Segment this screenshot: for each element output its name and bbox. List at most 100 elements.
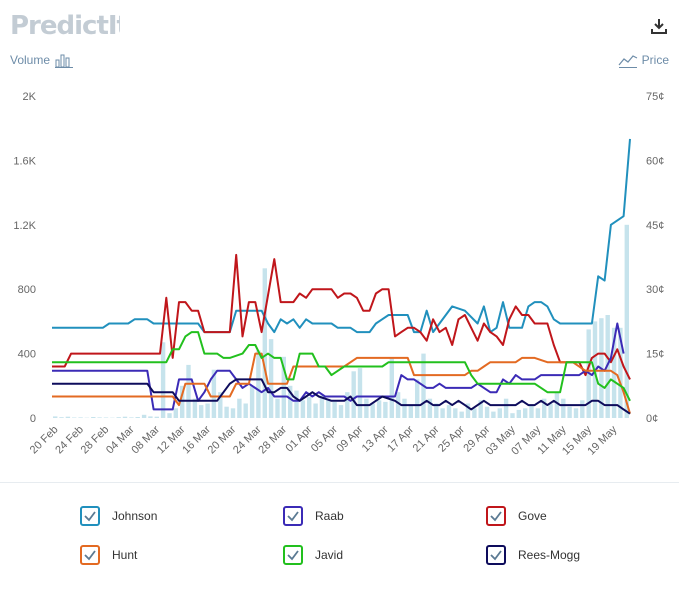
date-tick: 25 Apr — [436, 423, 467, 454]
volume-bar — [103, 417, 109, 418]
volume-bar — [535, 408, 541, 418]
volume-tick: 1.6K — [13, 155, 36, 167]
volume-bar — [402, 398, 407, 418]
price-tick: 15¢ — [646, 349, 664, 361]
price-tick: 60¢ — [646, 155, 664, 167]
legend-item-johnson[interactable]: Johnson — [80, 506, 157, 526]
volume-bar — [167, 413, 172, 418]
volume-tick: 1.2K — [13, 220, 36, 232]
volume-bar — [345, 392, 350, 418]
volume-tick: 2K — [23, 91, 37, 103]
date-tick: 21 Apr — [411, 423, 442, 454]
volume-bar — [192, 398, 198, 418]
volume-bar — [548, 403, 553, 418]
volume-bar — [440, 408, 445, 418]
volume-bar — [357, 368, 363, 418]
volume-bar — [491, 411, 496, 418]
volume-bar — [218, 392, 223, 418]
volume-bar — [503, 398, 509, 418]
volume-bar — [389, 358, 394, 418]
volume-bar — [554, 392, 560, 418]
volume-bar — [160, 342, 166, 418]
legend-label-gove: Gove — [518, 509, 547, 523]
legend-label-javid: Javid — [315, 548, 344, 562]
check-icon — [84, 511, 96, 522]
volume-bar — [478, 400, 483, 418]
volume-bar — [618, 327, 623, 418]
legend-item-rees-mogg[interactable]: Rees-Mogg — [486, 545, 580, 565]
date-tick: 01 Apr — [284, 423, 315, 454]
volume-bar — [351, 371, 356, 418]
predictit-logo: PredictIt — [10, 11, 120, 41]
volume-bar — [224, 406, 229, 418]
date-tick: 05 Apr — [309, 423, 340, 454]
volume-bar — [294, 390, 299, 418]
volume-bar — [307, 397, 312, 418]
volume-bar — [211, 369, 217, 418]
volume-bar — [186, 364, 191, 418]
price-tick: 45¢ — [646, 220, 664, 232]
volume-bar — [364, 398, 369, 418]
volume-bar — [453, 408, 458, 418]
volume-bar — [53, 416, 58, 418]
legend-checkbox-gove[interactable] — [486, 506, 506, 526]
volume-label: Volume — [10, 53, 51, 67]
volume-bar — [446, 405, 452, 418]
legend-item-raab[interactable]: Raab — [283, 506, 344, 526]
download-icon[interactable] — [649, 16, 669, 36]
legend-label-hunt: Hunt — [112, 548, 138, 562]
volume-bar — [573, 408, 579, 418]
volume-bar — [319, 395, 325, 418]
volume-bar — [154, 416, 159, 418]
bar-chart-icon — [55, 54, 74, 68]
volume-bar — [256, 350, 261, 418]
volume-bar — [205, 403, 210, 418]
legend: Johnson Raab Gove Hunt Javid Rees-Mogg — [0, 500, 679, 590]
volume-bar — [395, 392, 401, 418]
volume-bar — [91, 417, 96, 418]
volume-bar — [434, 403, 439, 418]
volume-bar — [97, 417, 102, 418]
volume-bar — [497, 408, 502, 418]
volume-bar — [249, 385, 255, 418]
volume-bar — [78, 417, 83, 418]
series-line-gove — [52, 253, 631, 380]
logo-text: PredictIt — [10, 11, 120, 41]
volume-bar — [332, 401, 337, 418]
series-line-rees-mogg — [52, 378, 631, 415]
volume-bar — [472, 408, 477, 418]
series-line-javid — [52, 331, 631, 402]
volume-tick: 800 — [18, 284, 36, 296]
legend-item-gove[interactable]: Gove — [486, 506, 547, 526]
legend-divider — [0, 482, 679, 483]
check-icon — [490, 511, 502, 522]
volume-bar — [370, 403, 375, 418]
date-tick: 09 Apr — [334, 423, 365, 454]
legend-item-javid[interactable]: Javid — [283, 545, 343, 565]
legend-item-hunt[interactable]: Hunt — [80, 545, 137, 565]
price-label: Price — [641, 53, 669, 67]
volume-bar — [173, 408, 178, 418]
volume-bar — [135, 417, 140, 418]
volume-bar — [148, 416, 153, 418]
legend-label-raab: Raab — [315, 509, 344, 523]
price-axis-ticks: 0¢ 15¢ 30¢ 45¢ 60¢ 75¢ — [646, 91, 664, 425]
date-tick: 28 Mar — [256, 423, 289, 456]
legend-checkbox-rees-mogg[interactable] — [486, 545, 506, 565]
volume-bar — [288, 385, 293, 418]
series-line-raab — [52, 322, 625, 411]
price-tick: 0¢ — [646, 413, 658, 425]
legend-checkbox-johnson[interactable] — [80, 506, 100, 526]
volume-bar — [376, 400, 382, 418]
legend-checkbox-raab[interactable] — [283, 506, 303, 526]
volume-bar — [427, 398, 433, 418]
date-tick: 19 May — [585, 423, 619, 457]
date-tick: 13 Apr — [360, 423, 391, 454]
legend-checkbox-javid[interactable] — [283, 545, 303, 565]
volume-bar — [326, 398, 331, 418]
volume-bar — [122, 416, 128, 418]
volume-bar — [529, 405, 534, 418]
volume-bar — [484, 406, 490, 418]
volume-bar — [243, 403, 248, 418]
legend-checkbox-hunt[interactable] — [80, 545, 100, 565]
